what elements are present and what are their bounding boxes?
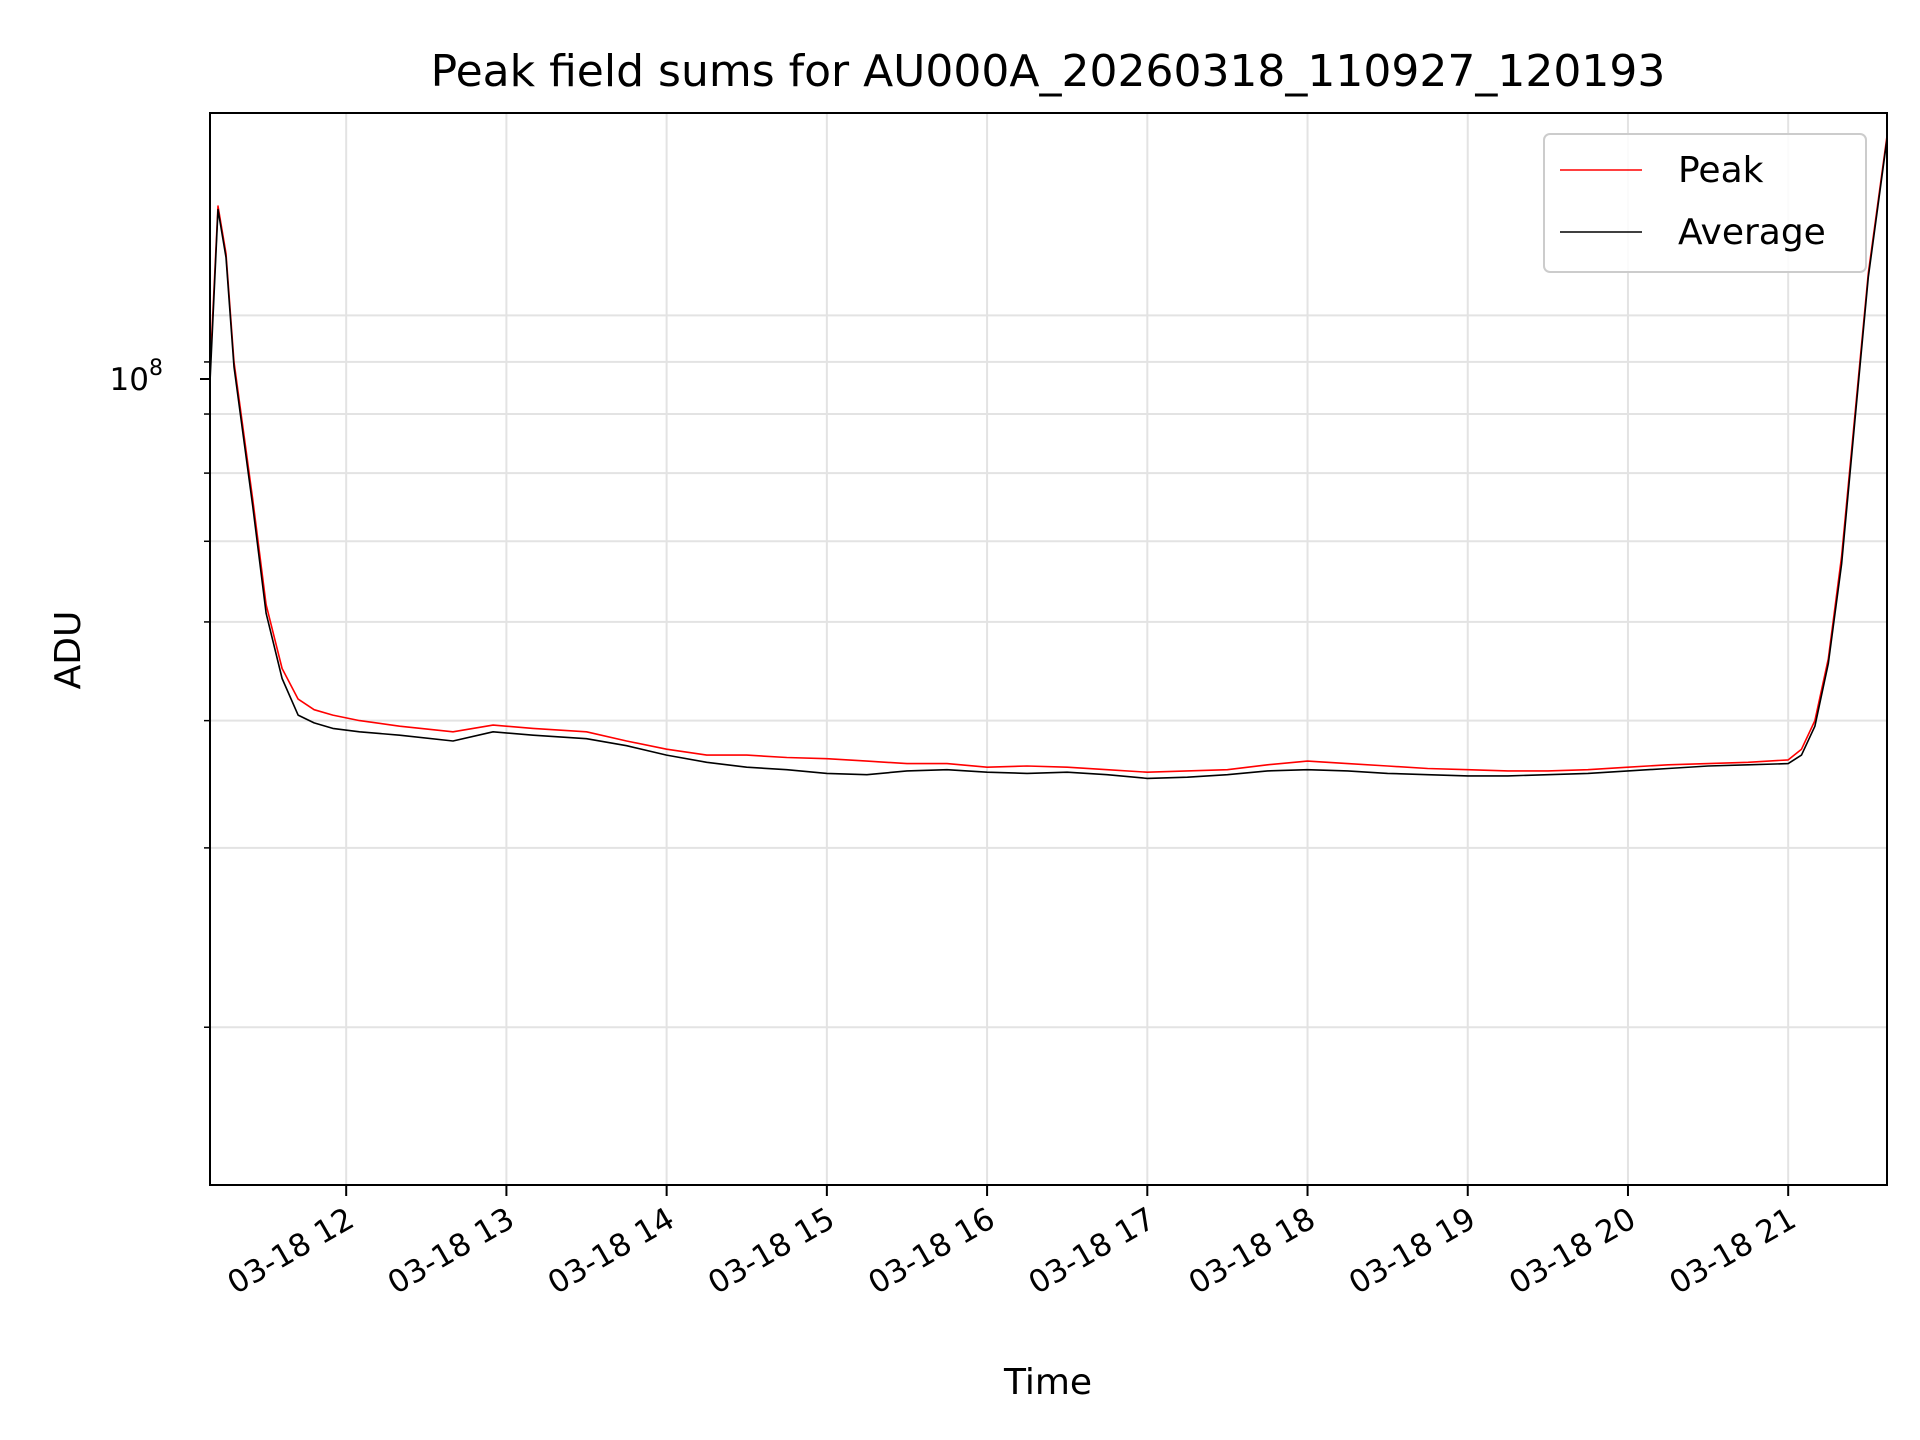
chart-title: Peak field sums for AU000A_20260318_1109… — [431, 46, 1666, 97]
y-axis: 108 — [110, 356, 210, 1028]
plot-frame — [209, 112, 1888, 1186]
legend-box — [1543, 133, 1867, 273]
series-layer — [209, 135, 1888, 780]
legend-label-average: Average — [1678, 212, 1826, 253]
y-axis-label: ADU — [48, 611, 89, 690]
series-line-average — [209, 138, 1888, 780]
x-axis-label: Time — [1003, 1362, 1092, 1403]
legend-label-peak: Peak — [1678, 150, 1764, 191]
y-tick-label: 108 — [110, 356, 163, 398]
grid-lines — [210, 113, 1887, 1185]
y-tick-exponent: 8 — [149, 356, 163, 381]
y-tick-base: 10 — [110, 362, 149, 398]
series-line-peak — [209, 135, 1888, 774]
legend: Peak Average — [1543, 133, 1867, 273]
